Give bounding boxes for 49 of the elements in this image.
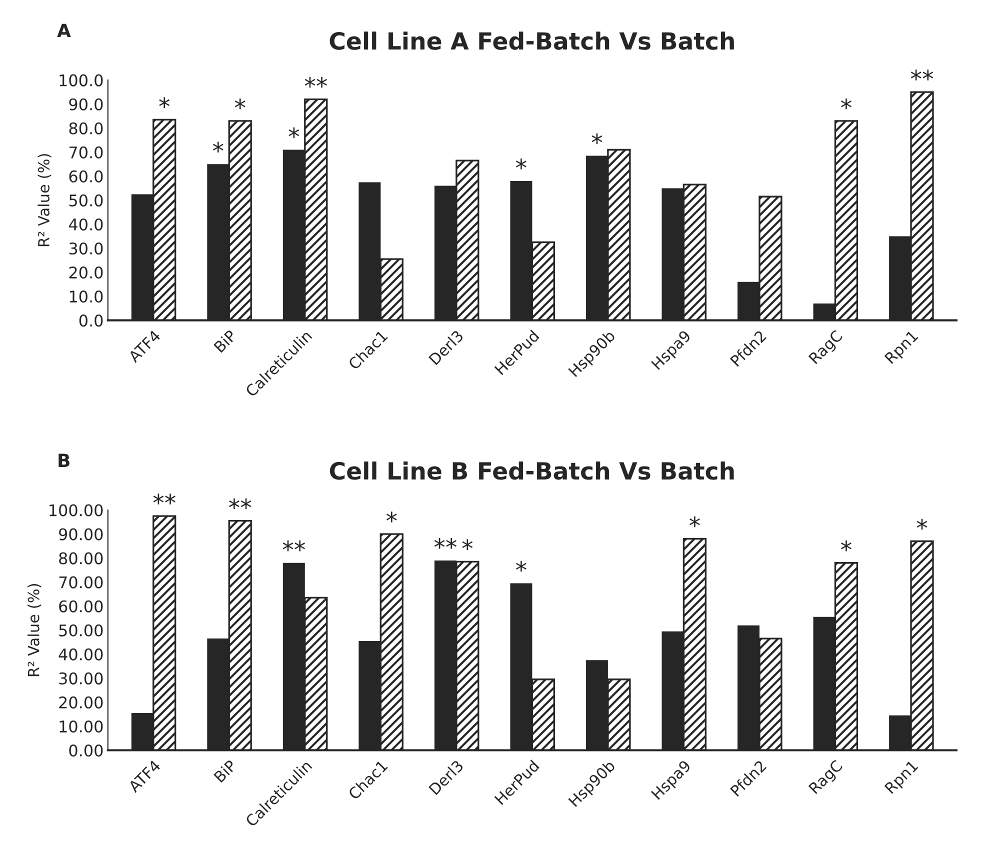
annotation: ** (434, 538, 457, 549)
y-tick-label: 80.00 (59, 552, 103, 564)
annotation: * (841, 540, 852, 552)
annotation: * (841, 98, 852, 110)
y-tick-label: 60.00 (59, 600, 103, 612)
annotation: * (690, 516, 700, 528)
annotation: * (916, 518, 928, 530)
annotation: * (386, 512, 397, 522)
y-tick-label: 100.00 (50, 504, 103, 516)
y-tick-label: 40.0 (68, 218, 103, 231)
annotation: * (592, 133, 602, 144)
y-tick-label: 50.00 (59, 624, 103, 636)
annotation: ** (282, 540, 306, 552)
annotation: ** (153, 494, 176, 504)
annotation: * (462, 539, 473, 550)
y-tick-label: 70.0 (69, 146, 103, 158)
y-tick-label: 0.00 (69, 744, 103, 757)
text: A (57, 24, 71, 38)
annotation: ** (304, 76, 327, 88)
y-tick-label: 70.00 (59, 576, 103, 588)
y-tick-label: 20.00 (59, 696, 103, 709)
x-tick-label: BiP (213, 758, 237, 783)
y-tick-label: 0.0 (79, 314, 103, 327)
y-tick-label: 90.00 (59, 528, 103, 540)
y-tick-label: 50.0 (69, 194, 103, 207)
y-axis-title: R² Value (%) (38, 154, 52, 246)
annotation: * (516, 158, 526, 170)
chart-title: Cell Line B Fed-Batch Vs Batch (330, 462, 734, 480)
y-tick-label: 80.0 (69, 122, 103, 134)
y-tick-label: 30.0 (69, 242, 103, 255)
y-tick-label: 30.00 (59, 672, 103, 684)
x-tick-label: BiP (213, 329, 237, 353)
y-tick-label: 40.00 (58, 648, 103, 660)
y-tick-label: 100.0 (60, 74, 103, 86)
y-tick-label: 10.00 (60, 720, 103, 733)
annotation: * (288, 127, 300, 138)
y-tick-label: 60.0 (69, 170, 103, 182)
annotation: * (159, 97, 170, 108)
y-tick-label: 90.0 (69, 98, 103, 110)
text: B (58, 454, 70, 467)
annotation: ** (910, 70, 934, 80)
annotation: * (212, 142, 224, 153)
annotation: * (516, 560, 526, 572)
y-tick-label: 20.0 (69, 266, 103, 279)
annotation: ** (229, 498, 252, 510)
y-axis-title: R² Value (%) (28, 584, 42, 676)
y-tick-label: 10.0 (70, 290, 103, 303)
chart-title: Cell Line A Fed-Batch Vs Batch (330, 32, 734, 50)
annotation: * (234, 98, 246, 110)
